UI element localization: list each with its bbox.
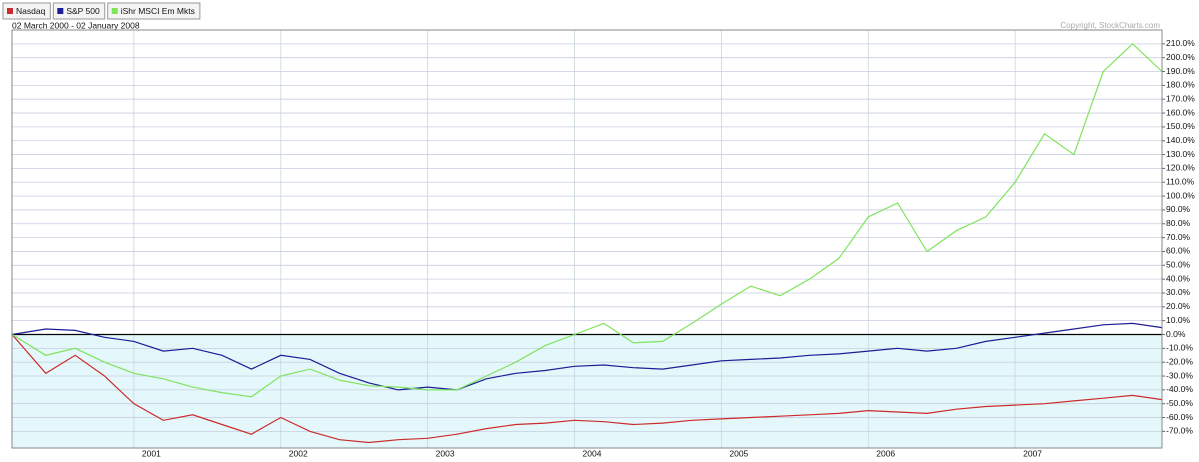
y-tick-label: 10.0%	[1166, 315, 1191, 325]
y-tick-label: -70.0%	[1166, 426, 1193, 436]
legend-swatch	[111, 8, 118, 14]
x-tick-label: 2002	[289, 448, 308, 458]
chart-subtitle: 02 March 2000 - 02 January 2008	[12, 20, 140, 30]
y-tick-label: 50.0%	[1166, 260, 1191, 270]
y-tick-label: 170.0%	[1166, 93, 1195, 103]
y-tick-label: 210.0%	[1166, 38, 1195, 48]
series-line	[11, 42, 1163, 398]
x-tick-label: 2004	[583, 448, 602, 458]
legend-label: iShr MSCI Em Mkts	[121, 6, 195, 16]
y-tick-label: 180.0%	[1166, 80, 1195, 90]
plot-border	[11, 29, 1163, 449]
legend-label: Nasdaq	[16, 6, 46, 16]
y-tick-label: 100.0%	[1166, 190, 1195, 200]
legend-box	[107, 2, 201, 20]
y-tick-label: 130.0%	[1166, 149, 1195, 159]
y-tick-label: 70.0%	[1166, 232, 1191, 242]
copyright: Copyright, StockCharts.com	[1060, 21, 1160, 30]
series-line	[11, 334, 1163, 444]
y-tick-label: 0.0%	[1166, 329, 1186, 339]
legend-box	[2, 2, 51, 20]
legend-swatch	[57, 8, 64, 14]
legend-item: iShr MSCI Em Mkts	[107, 2, 201, 20]
negative-zone	[12, 334, 1162, 448]
y-tick-label: 120.0%	[1166, 163, 1195, 173]
y-tick-label: -20.0%	[1166, 356, 1193, 366]
y-tick-label: 110.0%	[1166, 177, 1195, 187]
y-tick-label: 160.0%	[1166, 107, 1195, 117]
x-tick-label: 2001	[142, 448, 161, 458]
legend-item: S&P 500	[52, 2, 106, 20]
legend-item: Nasdaq	[2, 2, 51, 20]
legend-swatch	[7, 8, 13, 14]
y-tick-label: -40.0%	[1166, 384, 1193, 394]
y-tick-label: 60.0%	[1166, 246, 1191, 256]
legend-box	[52, 2, 106, 20]
legend-label: S&P 500	[66, 6, 100, 16]
x-tick-label: 2003	[436, 448, 455, 458]
x-tick-label: 2005	[729, 448, 748, 458]
y-tick-label: 40.0%	[1166, 273, 1191, 283]
y-tick-label: 90.0%	[1166, 204, 1191, 214]
y-tick-label: 140.0%	[1166, 135, 1195, 145]
y-tick-label: 20.0%	[1166, 301, 1191, 311]
y-tick-label: -30.0%	[1166, 370, 1193, 380]
y-tick-label: 150.0%	[1166, 121, 1195, 131]
x-tick-label: 2007	[1023, 448, 1042, 458]
y-tick-label: 80.0%	[1166, 218, 1191, 228]
x-tick-label: 2006	[876, 448, 895, 458]
y-tick-label: -10.0%	[1166, 343, 1193, 353]
y-tick-label: -60.0%	[1166, 412, 1193, 422]
y-tick-label: 30.0%	[1166, 287, 1191, 297]
y-tick-label: 200.0%	[1166, 52, 1195, 62]
y-tick-label: 190.0%	[1166, 66, 1195, 76]
series-line	[11, 322, 1163, 391]
y-tick-label: -50.0%	[1166, 398, 1193, 408]
